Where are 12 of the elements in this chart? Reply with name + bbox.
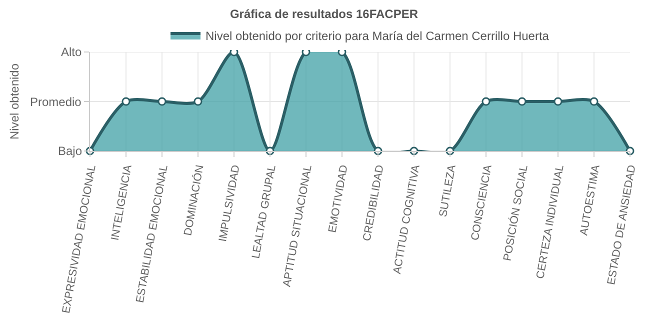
x-tick-label: ESTADO DE ANSIEDAD <box>605 164 638 286</box>
x-tick-label: ACTITUD COGNITIVA <box>391 163 422 275</box>
text: Nivel obtenido por criterio para María del Carmen Cerrillo Huerta <box>206 29 550 44</box>
y-axis-title: Nivel obtenido <box>7 63 22 140</box>
x-tick-label: CERTEZA INDIVIDUAL <box>534 164 566 280</box>
chart-title: Gráfica de resultados 16FACPER <box>230 7 418 22</box>
ref-line-label: Bajo <box>58 144 82 158</box>
x-tick-label: POSICIÓN SOCIAL <box>500 164 530 262</box>
x-tick-label: SUTILEZA <box>437 163 458 218</box>
ref-line-label: Promedio <box>30 95 82 109</box>
x-tick-label: LEALTAD GRUPAL <box>250 164 278 260</box>
ref-line-label: Alto <box>61 45 82 59</box>
